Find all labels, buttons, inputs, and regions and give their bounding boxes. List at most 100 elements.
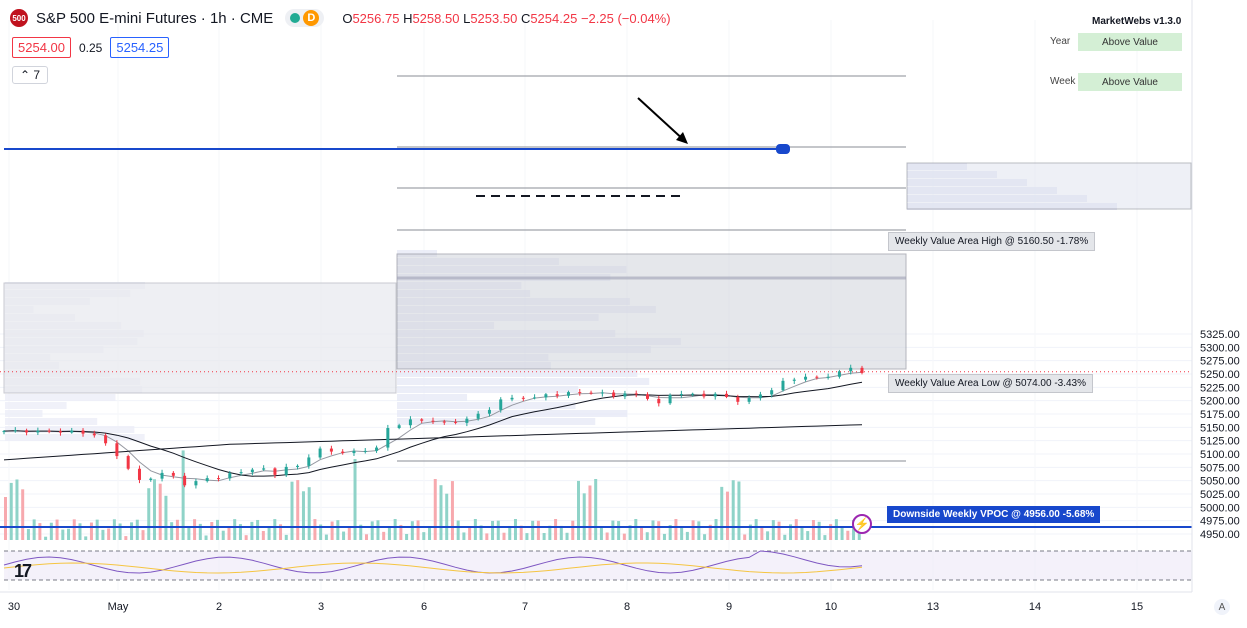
volume-bar: [84, 536, 88, 540]
volume-bar: [680, 526, 684, 540]
volume-bar: [347, 526, 351, 540]
auto-scale-button[interactable]: A: [1214, 599, 1230, 615]
volume-bar: [72, 519, 76, 540]
profile-bar: [397, 386, 579, 393]
time-tick: 7: [522, 601, 528, 613]
volume-bar: [387, 526, 391, 540]
candle-body: [160, 472, 164, 479]
arrow-head: [676, 132, 688, 144]
candle-body: [487, 409, 491, 414]
week-value: Above Value: [1078, 73, 1182, 91]
volume-bar: [49, 522, 53, 540]
candle-body: [2, 431, 6, 433]
volume-bar: [422, 532, 426, 540]
volume-bar: [38, 523, 42, 540]
blue-level-handle: [776, 144, 790, 154]
candle-body: [770, 390, 774, 395]
volume-bar: [175, 519, 179, 540]
status-pill[interactable]: D: [285, 9, 325, 27]
volume-bar: [582, 493, 586, 540]
volume-bar: [170, 522, 174, 540]
candle-body: [600, 392, 604, 394]
volume-bar: [330, 521, 334, 540]
volume-bar: [783, 534, 787, 540]
volume-bar: [221, 530, 225, 540]
candle-body: [296, 465, 300, 467]
time-axis: 30 May 2 3 6 7 8 9 10 13 14 15: [0, 591, 1192, 613]
time-tick: 10: [825, 601, 837, 613]
volume-bar: [416, 520, 420, 540]
volume-bar: [301, 491, 305, 540]
candle-body: [250, 469, 254, 473]
low-value: 5253.50: [470, 10, 518, 26]
volume-bar: [531, 520, 535, 540]
volume-bar: [238, 524, 242, 540]
price-tick: 5250.00: [1200, 369, 1240, 381]
candle-body: [465, 418, 469, 423]
candle-body: [679, 394, 683, 396]
volume-bar: [777, 521, 781, 540]
volume-bar: [617, 521, 621, 540]
time-tick: May: [108, 601, 129, 613]
profile-bar: [5, 426, 135, 433]
volume-bar: [227, 527, 231, 540]
volume-bar: [118, 523, 122, 540]
volume-bar: [703, 534, 707, 540]
symbol-title[interactable]: S&P 500 E-mini Futures · 1h · CME: [36, 9, 274, 27]
volume-bar: [44, 536, 48, 540]
profile-bar: [397, 402, 576, 409]
volume-bar: [829, 524, 833, 540]
candle-body: [758, 394, 762, 399]
candle-body: [115, 443, 119, 457]
volume-bar: [794, 519, 798, 540]
time-tick: 14: [1029, 601, 1041, 613]
candle-body: [725, 393, 729, 397]
profile-bar: [397, 410, 628, 417]
price-tick: 5075.00: [1200, 462, 1240, 474]
candle-body: [397, 425, 401, 429]
volume-bar: [605, 532, 609, 540]
volume-bar: [834, 519, 838, 540]
buy-button[interactable]: 5254.25: [110, 37, 170, 58]
sell-button[interactable]: 5254.00: [12, 37, 71, 58]
candle-body: [589, 392, 593, 394]
profile-bar: [397, 394, 468, 401]
candle-body: [736, 396, 740, 402]
volume-bar: [296, 480, 300, 540]
volume-bar: [4, 497, 7, 540]
volume-bar: [428, 526, 432, 540]
volume-bar: [697, 521, 701, 540]
volume-bar: [662, 533, 666, 540]
volume-bar: [324, 534, 328, 540]
bid-ask-panel: 5254.00 0.25 5254.25: [12, 37, 170, 58]
lightning-icon[interactable]: ⚡: [852, 514, 872, 534]
time-tick: 6: [421, 601, 427, 613]
volume-bar: [554, 519, 558, 540]
volume-bar: [204, 535, 208, 540]
rsi-ma-line: [3, 562, 863, 574]
candle-body: [36, 430, 40, 433]
volume-bar: [376, 520, 380, 540]
volume-bar: [267, 527, 271, 540]
volume-bar: [789, 524, 793, 540]
candle-body: [171, 472, 175, 476]
volume-bar: [468, 526, 472, 540]
volume-bar: [462, 532, 466, 540]
volume-bar: [588, 485, 592, 540]
candle-body: [578, 392, 582, 394]
candle-body: [262, 468, 266, 470]
indicator-count: 7: [33, 68, 41, 82]
volume-bar: [399, 524, 403, 540]
candle-body: [363, 450, 367, 452]
candle-body: [217, 478, 220, 480]
volume-bar: [216, 519, 220, 540]
indicators-collapse-button[interactable]: ⌃ 7: [12, 66, 49, 84]
tradingview-logo-icon[interactable]: 17: [14, 561, 32, 581]
profile-bar: [397, 370, 638, 377]
value-area-boxes: [3, 162, 1192, 394]
candle-body: [341, 451, 345, 454]
volume-bar: [9, 482, 13, 540]
volume-bar: [21, 489, 25, 540]
